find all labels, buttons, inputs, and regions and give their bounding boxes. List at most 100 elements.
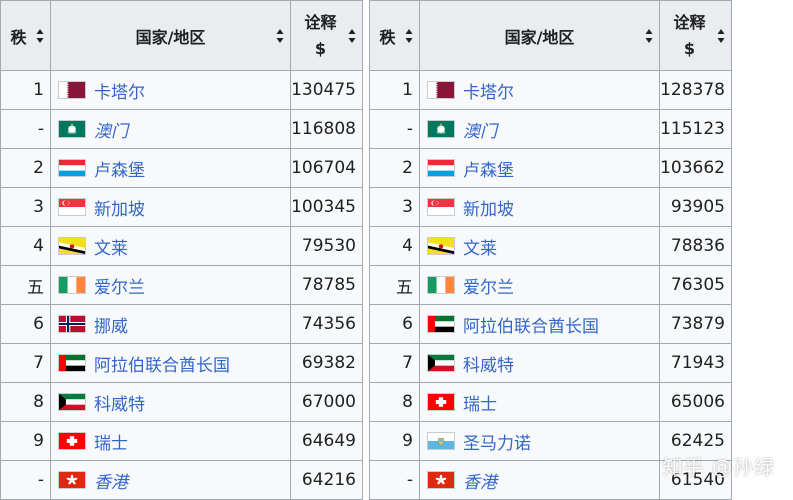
country-link[interactable]: 新加坡 [94,199,145,220]
rank-cell: 2 [369,148,420,188]
ireland-flag-icon[interactable] [58,276,86,294]
country-link[interactable]: 新加坡 [463,199,514,220]
rank-cell: 1 [369,70,420,110]
gdp-value-cell: 128378 [659,70,732,110]
value-column-header[interactable]: 诠释 $ [290,0,363,71]
switzerland-flag-icon[interactable] [427,393,455,411]
country-link[interactable]: 澳门 [463,121,497,142]
country-cell: 澳门 [419,109,660,149]
country-cell: 新加坡 [50,187,291,227]
singapore-flag-icon[interactable] [58,198,86,216]
country-link[interactable]: 文莱 [94,238,128,259]
rank-column-header[interactable]: 秩 [0,0,51,71]
country-cell: 文莱 [419,226,660,266]
value-header-unit: $ [683,38,696,58]
rank-header-label: 秩 [379,27,396,47]
country-link[interactable]: 阿拉伯联合酋长国 [463,316,599,337]
country-cell: 瑞士 [419,382,660,422]
hong-kong-flag-icon[interactable] [58,471,86,489]
country-link[interactable]: 卡塔尔 [94,82,145,103]
country-link[interactable]: 圣马力诺 [463,433,531,454]
gdp-value-cell: 78785 [290,265,363,305]
hong-kong-flag-icon[interactable] [427,471,455,489]
table-row: - 澳门 115123 [369,109,732,149]
macau-flag-icon[interactable] [58,120,86,138]
gdp-value-cell: 69382 [290,343,363,383]
rank-column-header[interactable]: 秩 [369,0,420,71]
gdp-value-cell: 61540 [659,460,732,500]
rank-cell: 6 [369,304,420,344]
gdp-value-cell: 62425 [659,421,732,461]
sort-arrows-icon[interactable] [348,28,356,44]
gdp-value-cell: 115123 [659,109,732,149]
table-row: 9 瑞士 64649 [0,421,363,461]
rank-cell: 五 [369,265,420,305]
table-row: 7 阿拉伯联合酋长国 69382 [0,343,363,383]
country-cell: 香港 [50,460,291,500]
rank-cell: 1 [0,70,51,110]
country-link[interactable]: 挪威 [94,316,128,337]
sort-arrows-icon[interactable] [405,28,413,44]
country-link[interactable]: 香港 [463,472,497,493]
country-link[interactable]: 卡塔尔 [463,82,514,103]
switzerland-flag-icon[interactable] [58,432,86,450]
country-cell: 阿拉伯联合酋长国 [50,343,291,383]
gdp-ranking-table-right: 秩 国家/地区 诠释 $ 1 卡塔尔 128378 - 澳门 115123 2 卢森堡 1036… [369,0,732,500]
country-link[interactable]: 文莱 [463,238,497,259]
table-row: 3 新加坡 93905 [369,187,732,227]
kuwait-flag-icon[interactable] [58,393,86,411]
country-column-header[interactable]: 国家/地区 [419,0,660,71]
table-row: 五 爱尔兰 76305 [369,265,732,305]
kuwait-flag-icon[interactable] [427,354,455,372]
value-header-label: 诠释 [673,12,706,32]
country-link[interactable]: 科威特 [94,394,145,415]
value-column-header[interactable]: 诠释 $ [659,0,732,71]
san-marino-flag-icon[interactable] [427,432,455,450]
norway-flag-icon[interactable] [58,315,86,333]
sort-arrows-icon[interactable] [645,28,653,44]
sort-arrows-icon[interactable] [36,28,44,44]
country-link[interactable]: 瑞士 [94,433,128,454]
gdp-value-cell: 106704 [290,148,363,188]
luxembourg-flag-icon[interactable] [58,159,86,177]
gdp-value-cell: 71943 [659,343,732,383]
luxembourg-flag-icon[interactable] [427,159,455,177]
country-link[interactable]: 阿拉伯联合酋长国 [94,355,230,376]
gdp-value-cell: 64649 [290,421,363,461]
country-link[interactable]: 香港 [94,472,128,493]
country-header-label: 国家/地区 [504,27,575,47]
country-link[interactable]: 卢森堡 [94,160,145,181]
ireland-flag-icon[interactable] [427,276,455,294]
country-link[interactable]: 爱尔兰 [463,277,514,298]
country-cell: 圣马力诺 [419,421,660,461]
country-link[interactable]: 卢森堡 [463,160,514,181]
macau-flag-icon[interactable] [427,120,455,138]
brunei-flag-icon[interactable] [427,237,455,255]
sort-arrows-icon[interactable] [717,28,725,44]
table-row: 3 新加坡 100345 [0,187,363,227]
country-column-header[interactable]: 国家/地区 [50,0,291,71]
country-cell: 科威特 [419,343,660,383]
uae-flag-icon[interactable] [427,315,455,333]
country-link[interactable]: 科威特 [463,355,514,376]
country-header-label: 国家/地区 [135,27,206,47]
singapore-flag-icon[interactable] [427,198,455,216]
sort-arrows-icon[interactable] [276,28,284,44]
header-row: 秩 国家/地区 诠释 $ [369,0,732,71]
gdp-value-cell: 79530 [290,226,363,266]
country-cell: 香港 [419,460,660,500]
country-link[interactable]: 爱尔兰 [94,277,145,298]
country-link[interactable]: 瑞士 [463,394,497,415]
rank-cell: 8 [0,382,51,422]
uae-flag-icon[interactable] [58,354,86,372]
gdp-value-cell: 93905 [659,187,732,227]
country-cell: 爱尔兰 [419,265,660,305]
country-link[interactable]: 澳门 [94,121,128,142]
brunei-flag-icon[interactable] [58,237,86,255]
gdp-value-cell: 65006 [659,382,732,422]
rank-cell: 3 [0,187,51,227]
country-cell: 科威特 [50,382,291,422]
qatar-flag-icon[interactable] [58,81,86,99]
gdp-ranking-table-left: 秩 国家/地区 诠释 $ 1 卡塔尔 130475 - 澳门 116808 2 卢森堡 1067… [0,0,363,500]
qatar-flag-icon[interactable] [427,81,455,99]
